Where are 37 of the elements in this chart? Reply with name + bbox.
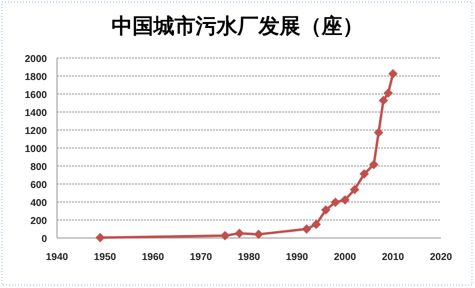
y-tick-label: 1400 [24, 108, 48, 119]
point [384, 88, 393, 98]
x-tick-label: 1980 [238, 252, 261, 263]
y-tick-label: 1800 [24, 72, 48, 83]
point [378, 96, 388, 105]
point [374, 128, 384, 138]
point [360, 169, 369, 178]
y-tick-label: 800 [30, 162, 48, 173]
point [388, 69, 398, 78]
x-tick-label: 1940 [46, 252, 69, 263]
y-tick-label: 600 [30, 180, 48, 191]
point [302, 224, 312, 234]
x-tick-label: 1990 [286, 252, 309, 263]
y-tick-label: 400 [30, 198, 48, 209]
point [312, 220, 321, 229]
x-tick-label: 1950 [94, 252, 117, 263]
point [96, 233, 105, 242]
y-tick-label: 1600 [24, 90, 48, 101]
point [330, 198, 340, 207]
chart-title: 中国城市污水厂发展（座） [112, 14, 364, 38]
y-tick-label: 2000 [24, 54, 48, 65]
y-tick-label: 1000 [24, 144, 48, 155]
x-tick-label: 2000 [334, 252, 357, 263]
point [220, 231, 230, 240]
x-tick-label: 2010 [382, 252, 405, 263]
y-tick-label: 0 [41, 234, 48, 245]
point [234, 228, 244, 238]
x-tick-label: 1970 [190, 252, 213, 263]
x-tick-label: 1960 [142, 252, 165, 263]
point [369, 160, 378, 170]
x-tick-label: 2020 [430, 252, 453, 263]
point [350, 185, 360, 194]
point [254, 230, 264, 239]
y-tick-label: 1200 [24, 126, 48, 137]
point [340, 195, 350, 204]
y-tick-label: 200 [30, 216, 48, 227]
point [321, 205, 330, 214]
